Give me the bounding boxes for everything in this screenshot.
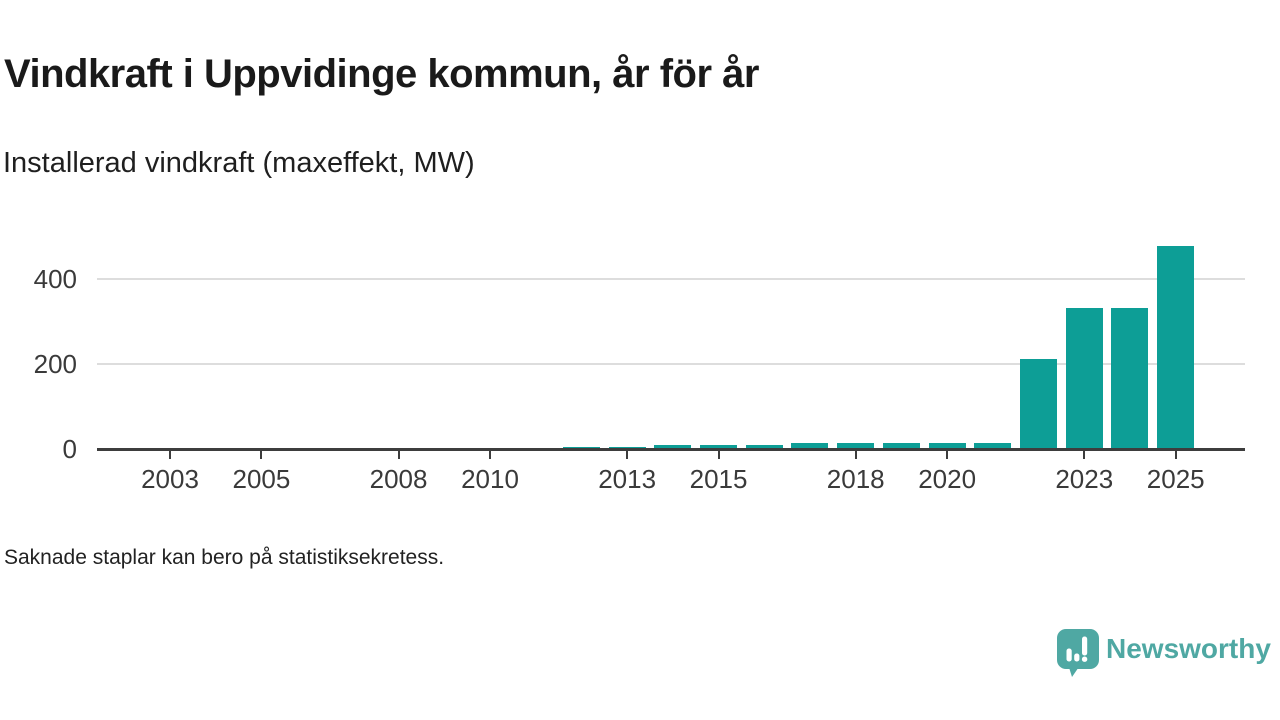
bar-2021	[974, 442, 1012, 448]
y-tick-label-0: 0	[62, 434, 77, 464]
y-gridline-200	[97, 363, 1245, 365]
bar-2013	[608, 446, 646, 448]
chart-subtitle: Installerad vindkraft (maxeffekt, MW)	[3, 147, 475, 179]
x-tick-label-2010: 2010	[461, 464, 519, 494]
newsworthy-branding: Newsworthy	[1056, 628, 1271, 678]
x-tick-2003	[169, 451, 171, 459]
x-tick-2018	[854, 451, 857, 459]
bar-2024	[1111, 307, 1149, 448]
y-tick-label-200: 200	[33, 349, 77, 379]
x-tick-2025	[1174, 451, 1177, 459]
bar-2014	[654, 444, 692, 448]
x-tick-2008	[397, 451, 400, 459]
chart-title: Vindkraft i Uppvidinge kommun, år för år	[4, 52, 759, 96]
newsworthy-wordmark: Newsworthy	[1106, 633, 1271, 664]
x-tick-2010	[488, 451, 491, 459]
x-tick-label-2023: 2023	[1055, 464, 1114, 494]
bar-2023	[1065, 307, 1103, 448]
bar-2025	[1157, 246, 1195, 448]
bar-2019	[882, 442, 920, 448]
y-tick-label-400: 400	[33, 264, 77, 294]
x-tick-label-2003: 2003	[141, 464, 199, 494]
y-gridline-400	[97, 278, 1245, 280]
x-tick-2013	[626, 451, 629, 459]
x-tick-label-2008: 2008	[369, 464, 428, 494]
chart-footnote: Saknade staplar kan bero på statistiksek…	[4, 546, 445, 569]
x-tick-2005	[260, 451, 263, 459]
x-tick-label-2015: 2015	[689, 464, 748, 494]
x-tick-2020	[946, 451, 949, 459]
x-tick-2023	[1083, 451, 1086, 459]
bar-2018	[837, 442, 875, 448]
bar-2017	[791, 442, 829, 448]
x-tick-label-2025: 2025	[1146, 464, 1205, 494]
bar-2020	[928, 442, 966, 448]
bar-2022	[1020, 358, 1058, 448]
newsworthy-speech-bubble-bar-chart-icon	[1057, 629, 1099, 677]
x-tick-label-2005: 2005	[232, 464, 291, 494]
bar-2012	[562, 446, 600, 448]
x-axis-line	[97, 448, 1245, 451]
x-tick-2015	[717, 451, 720, 459]
x-tick-label-2020: 2020	[918, 464, 977, 494]
x-tick-label-2018: 2018	[826, 464, 885, 494]
bar-2015	[700, 444, 738, 448]
bar-2016	[745, 444, 783, 448]
x-tick-label-2013: 2013	[598, 464, 657, 494]
